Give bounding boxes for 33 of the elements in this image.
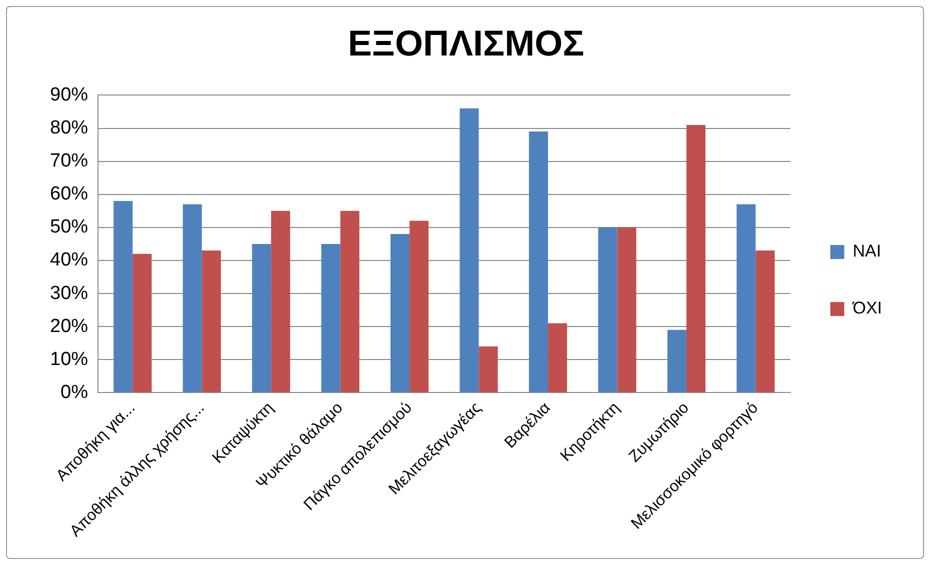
bar	[548, 323, 568, 392]
bar	[736, 204, 756, 392]
y-tick-label: 30%	[50, 282, 88, 304]
bar	[756, 250, 775, 392]
y-tick-label: 70%	[50, 150, 88, 172]
chart-title: ΕΞΟΠΛΙΣΜΟΣ	[348, 22, 584, 64]
bar	[390, 234, 410, 392]
y-tick-label: 0%	[60, 382, 88, 403]
y-tick-label: 20%	[50, 316, 88, 337]
bar	[478, 346, 498, 392]
bar	[410, 220, 429, 392]
legend-label: ΌΧΙ	[852, 298, 882, 318]
bar	[114, 200, 133, 392]
bar	[271, 210, 290, 392]
bar	[617, 227, 636, 392]
bar	[686, 124, 706, 392]
bar	[132, 254, 152, 392]
bar	[598, 227, 618, 392]
bar	[321, 244, 340, 392]
y-tick-label: 60%	[50, 184, 88, 205]
bar	[340, 210, 360, 392]
bar	[667, 330, 686, 392]
y-tick-label: 90%	[50, 84, 88, 106]
y-tick-label: 50%	[50, 216, 88, 238]
bar	[182, 204, 202, 392]
y-tick-label: 40%	[50, 250, 88, 271]
bar	[252, 244, 272, 392]
y-tick-label: 80%	[50, 117, 88, 138]
y-tick-label: 10%	[50, 348, 88, 370]
bar	[460, 108, 479, 392]
bar	[528, 132, 548, 392]
legend-label: ΝΑΙ	[852, 242, 882, 261]
bar	[202, 250, 221, 392]
